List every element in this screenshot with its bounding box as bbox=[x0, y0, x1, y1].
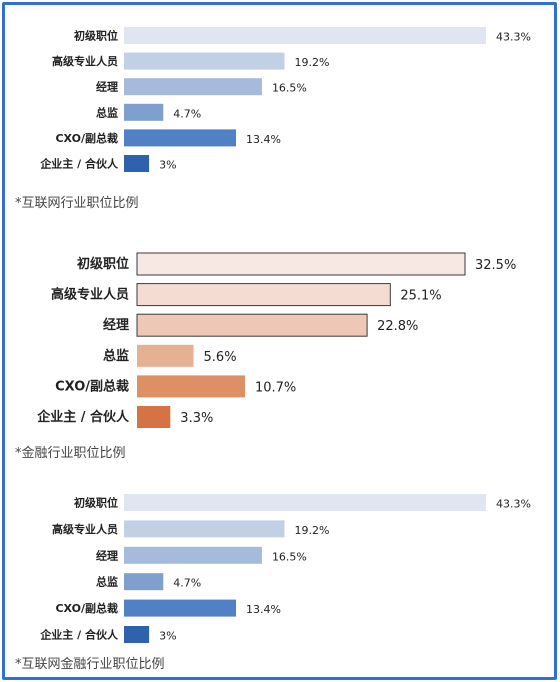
category-label: 企业主 / 合伙人 bbox=[39, 628, 119, 642]
value-label: 25.1% bbox=[400, 289, 441, 304]
chart-3: 初级职位 43.3% 高级专业人员 19.2% 经理 16.5% 总监 4.7% CXO/副总裁… bbox=[15, 494, 531, 672]
bar-5 bbox=[137, 375, 245, 398]
bar-4 bbox=[124, 103, 164, 121]
value-label: 19.2% bbox=[295, 56, 330, 69]
bar-4 bbox=[137, 344, 194, 367]
category-label: 初级职位 bbox=[74, 496, 118, 510]
category-label: CXO/副总裁 bbox=[55, 131, 118, 145]
bar-2 bbox=[124, 52, 285, 70]
category-label: 高级专业人员 bbox=[52, 522, 118, 536]
category-label: 总监 bbox=[103, 348, 129, 364]
bar-1 bbox=[124, 494, 486, 511]
category-label: CXO/副总裁 bbox=[55, 378, 129, 394]
chart-caption: *互联网金融行业职位比例 bbox=[15, 656, 165, 672]
category-label: 初级职位 bbox=[74, 29, 118, 43]
category-label: 企业主 / 合伙人 bbox=[39, 157, 119, 171]
bar-5 bbox=[124, 599, 237, 617]
bar-1 bbox=[136, 252, 466, 276]
value-label: 16.5% bbox=[272, 82, 307, 95]
value-label: 43.3% bbox=[496, 498, 531, 511]
bar-5 bbox=[124, 129, 237, 147]
bar-1 bbox=[124, 27, 486, 44]
category-label: 高级专业人员 bbox=[51, 287, 129, 303]
value-label: 3% bbox=[159, 159, 176, 172]
category-label: 经理 bbox=[96, 80, 118, 94]
category-label: CXO/副总裁 bbox=[55, 601, 118, 615]
bar-3 bbox=[124, 78, 262, 96]
value-label: 32.5% bbox=[475, 258, 516, 273]
bar-6 bbox=[124, 155, 150, 172]
category-label: 总监 bbox=[96, 105, 118, 119]
value-label: 3% bbox=[159, 630, 176, 643]
value-label: 13.4% bbox=[246, 133, 281, 146]
value-label: 43.3% bbox=[496, 31, 531, 44]
value-label: 16.5% bbox=[272, 550, 307, 563]
bar-2 bbox=[124, 520, 285, 538]
bar-2 bbox=[136, 283, 391, 307]
bar-6 bbox=[137, 406, 171, 428]
value-label: 3.3% bbox=[180, 411, 213, 426]
chart-2: 初级职位 32.5% 高级专业人员 25.1% 经理 22.8% 总监 5.6% CXO/副总裁… bbox=[15, 252, 516, 461]
value-label: 22.8% bbox=[377, 319, 418, 334]
value-label: 4.7% bbox=[173, 107, 201, 120]
category-label: 初级职位 bbox=[77, 256, 129, 272]
bar-3 bbox=[136, 313, 368, 337]
value-label: 10.7% bbox=[255, 380, 296, 395]
value-label: 4.7% bbox=[173, 577, 201, 590]
value-label: 5.6% bbox=[204, 350, 237, 365]
bar-4 bbox=[124, 573, 164, 591]
bar-3 bbox=[124, 546, 262, 564]
category-label: 企业主 / 合伙人 bbox=[36, 409, 130, 425]
category-label: 经理 bbox=[96, 548, 118, 562]
category-label: 经理 bbox=[103, 317, 129, 333]
value-label: 19.2% bbox=[295, 524, 330, 537]
category-label: 总监 bbox=[96, 575, 118, 589]
value-label: 13.4% bbox=[246, 603, 281, 616]
chart-caption: *金融行业职位比例 bbox=[15, 445, 126, 461]
chart-1: 初级职位 43.3% 高级专业人员 19.2% 经理 16.5% 总监 4.7% CXO/副总裁… bbox=[15, 27, 531, 211]
category-label: 高级专业人员 bbox=[52, 54, 118, 68]
bar-6 bbox=[124, 626, 150, 643]
chart-caption: *互联网行业职位比例 bbox=[15, 196, 139, 211]
